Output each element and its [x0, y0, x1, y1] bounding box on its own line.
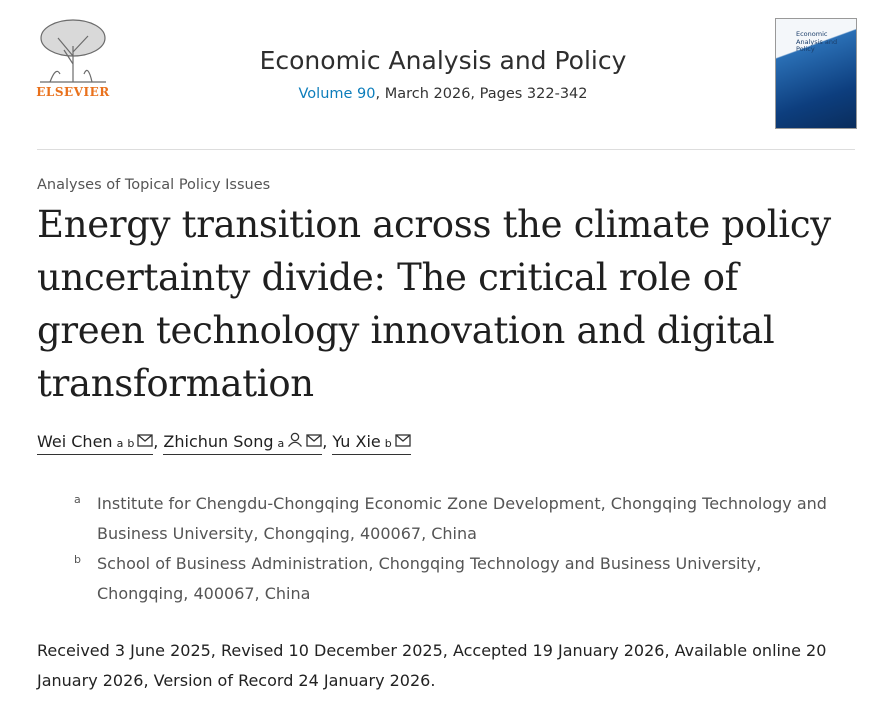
- publisher-name: ELSEVIER: [36, 85, 110, 99]
- author[interactable]: Zhichun Song a: [163, 432, 323, 455]
- affiliation-text: Institute for Chengdu-Chongqing Economic…: [97, 494, 827, 543]
- journal-cover[interactable]: Economic Analysis and Policy: [775, 18, 857, 129]
- divider: [37, 149, 855, 150]
- email-icon[interactable]: [395, 434, 411, 447]
- email-icon[interactable]: [137, 434, 153, 447]
- author-name[interactable]: Yu Xie: [332, 432, 381, 451]
- issue-info: , March 2026, Pages 322-342: [375, 86, 588, 102]
- cover-title: Economic Analysis and Policy: [796, 30, 838, 53]
- author-list: Wei Chen a b, Zhichun Song a, Yu Xie b: [37, 432, 411, 455]
- author-affiliation-marks: a: [277, 437, 284, 450]
- article-section: Analyses of Topical Policy Issues: [37, 177, 271, 193]
- affiliation: b School of Business Administration, Chon…: [37, 549, 837, 609]
- affiliation-mark: a: [277, 437, 285, 450]
- affiliation-mark: b: [127, 437, 135, 450]
- author-separator: ,: [322, 432, 328, 451]
- email-icon[interactable]: [306, 434, 322, 447]
- affiliation-mark: a: [116, 437, 124, 450]
- affiliation: a Institute for Chengdu-Chongqing Economi…: [37, 489, 837, 549]
- corresponding-author-icon[interactable]: [287, 432, 303, 447]
- author[interactable]: Wei Chen a b: [37, 432, 154, 455]
- article-history: Received 3 June 2025, Revised 10 Decembe…: [37, 641, 827, 690]
- volume-line: Volume 90, March 2026, Pages 322-342: [200, 86, 686, 102]
- author-name[interactable]: Wei Chen: [37, 432, 113, 451]
- volume-link[interactable]: Volume 90: [298, 86, 376, 102]
- author-affiliation-marks: b: [385, 437, 392, 450]
- affiliation-label: a: [74, 493, 81, 506]
- author[interactable]: Yu Xie b: [332, 432, 411, 455]
- affiliation-text: School of Business Administration, Chong…: [97, 554, 762, 603]
- author-separator: ,: [153, 432, 159, 451]
- author-name[interactable]: Zhichun Song: [163, 432, 274, 451]
- affiliation-mark: b: [384, 437, 392, 450]
- article-title: Energy transition across the climate pol…: [37, 203, 831, 405]
- affiliation-label: b: [74, 553, 81, 566]
- publisher-logo: [40, 19, 106, 83]
- journal-title[interactable]: Economic Analysis and Policy: [259, 46, 627, 75]
